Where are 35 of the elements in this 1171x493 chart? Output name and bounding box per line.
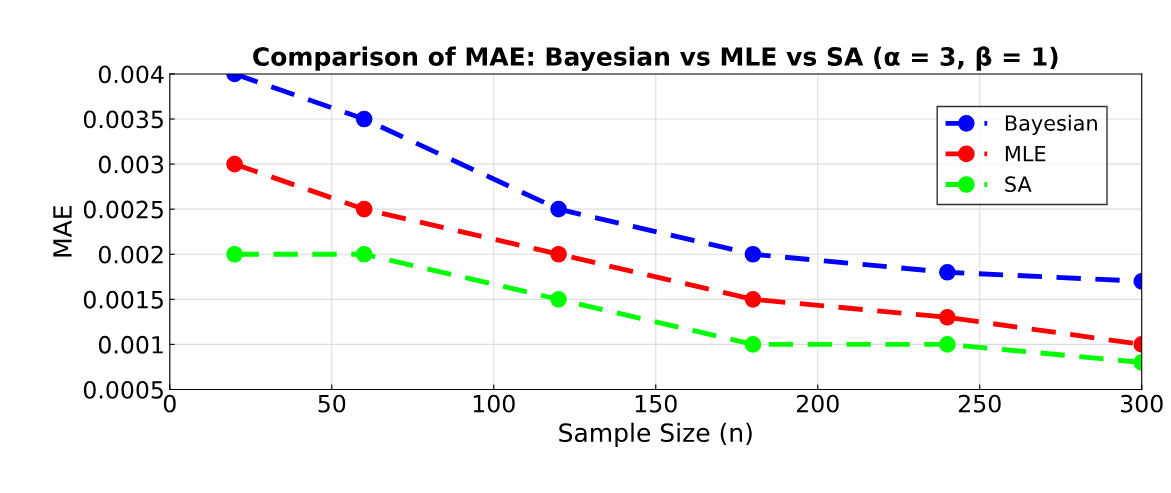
y-tick-label: 0.0015 — [83, 290, 163, 309]
point — [744, 245, 762, 263]
y-tick-label: 0.002 — [98, 245, 163, 264]
point — [355, 110, 373, 128]
point — [939, 309, 956, 326]
x-tick-label: 100 — [473, 394, 515, 413]
point — [355, 245, 373, 263]
point — [550, 200, 567, 218]
legend-label: MLE — [1005, 146, 1046, 162]
point — [550, 245, 567, 263]
x-tick-label: 150 — [635, 394, 677, 413]
point — [355, 200, 373, 218]
point — [226, 245, 243, 263]
y-tick-label: 0.0035 — [83, 110, 163, 129]
y-tick-label: 0.001 — [98, 335, 163, 354]
x-tick-label: 50 — [318, 394, 346, 413]
x-axis-title: Sample Size (n) — [559, 422, 752, 447]
point — [744, 336, 762, 353]
y-axis-title: MAE — [53, 206, 72, 257]
y-tick-label: 0.004 — [98, 65, 164, 84]
point — [939, 263, 956, 281]
x-tick-label: 300 — [1120, 394, 1163, 413]
point — [226, 155, 243, 173]
x-tick-label: 250 — [958, 394, 1001, 413]
chart-title: Comparison of MAE: Bayesian vs MLE vs SA (α = 3, β = 1) — [253, 46, 1058, 72]
y-tick-label: 0.0025 — [83, 200, 163, 219]
point — [939, 336, 956, 353]
legend-label: SA — [1005, 176, 1032, 193]
x-tick-label: 200 — [796, 394, 839, 413]
point — [550, 290, 567, 308]
y-tick-label: 0.0005 — [83, 380, 163, 399]
y-tick-label: 0.003 — [98, 155, 164, 174]
point — [744, 290, 762, 308]
legend-label: Bayesian — [1005, 114, 1097, 135]
x-tick-label: 0 — [163, 394, 176, 413]
